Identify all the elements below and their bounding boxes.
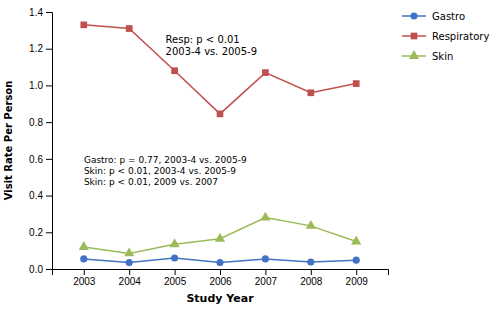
legend-label: Gastro xyxy=(432,11,465,22)
series-group xyxy=(79,21,362,266)
y-axis-tick: 1.0 xyxy=(29,80,52,91)
x-axis-tick-mark xyxy=(356,269,357,275)
series xyxy=(79,212,362,257)
y-axis-tick: 0.4 xyxy=(29,190,52,201)
x-axis-tick-label: 2005 xyxy=(164,276,187,287)
series xyxy=(80,254,360,266)
x-axis-tick-label: 2008 xyxy=(300,276,323,287)
y-axis-tick-mark xyxy=(46,122,52,123)
chart: 2003 2004 2005 2006 2007 2008 2009 0.0 0.2 0.4 0.6… xyxy=(0,0,500,309)
y-axis-tick-mark xyxy=(46,12,52,13)
series-line xyxy=(84,25,356,114)
y-axis-tick-label: 0.8 xyxy=(29,117,43,128)
x-axis-line xyxy=(53,270,389,276)
legend-item: Skin xyxy=(402,50,453,61)
y-axis-tick: 1.4 xyxy=(29,7,52,18)
marker xyxy=(307,89,314,96)
x-axis-tick-mark xyxy=(311,269,312,275)
legend-marker xyxy=(409,50,419,59)
legend-marker xyxy=(411,33,418,40)
x-axis-tick-label: 2007 xyxy=(255,276,278,287)
y-axis-tick: 1.2 xyxy=(29,43,52,54)
y-axis-tick-mark xyxy=(46,85,52,86)
x-axis: 2003 2004 2005 2006 2007 2008 2009 xyxy=(53,269,389,287)
series-line xyxy=(84,218,356,254)
marker xyxy=(216,259,223,266)
legend-item: Gastro xyxy=(402,11,465,22)
x-axis-tick-label: 2004 xyxy=(119,276,142,287)
marker xyxy=(260,212,270,221)
y-axis-tick-label: 1.0 xyxy=(29,80,43,91)
y-axis-tick: 0.6 xyxy=(29,154,52,165)
legend-marker xyxy=(410,12,417,19)
marker xyxy=(353,257,360,264)
y-axis-tick-mark xyxy=(46,232,52,233)
marker xyxy=(124,248,134,257)
y-axis-tick-label: 1.4 xyxy=(29,7,43,18)
marker xyxy=(353,80,360,87)
x-axis-tick: 2008 xyxy=(300,269,323,287)
x-axis-tick: 2007 xyxy=(255,269,278,287)
annotation: Resp: p < 0.012003-4 vs. 2005-9 xyxy=(166,34,258,57)
annotation: Gastro: p = 0.77, 2003-4 vs. 2005-9Skin:… xyxy=(84,155,247,187)
x-axis-tick-mark xyxy=(265,269,266,275)
marker xyxy=(307,258,314,265)
x-axis-title: Study Year xyxy=(186,292,254,305)
x-axis-tick: 2009 xyxy=(346,269,369,287)
marker xyxy=(80,255,87,262)
plot: 2003 2004 2005 2006 2007 2008 2009 0.0 0.2 0.4 0.6… xyxy=(3,7,489,305)
x-axis-tick-mark xyxy=(129,269,130,275)
y-axis-tick-label: 1.2 xyxy=(29,43,43,54)
annotation-line: Gastro: p = 0.77, 2003-4 vs. 2005-9 xyxy=(84,155,247,165)
legend-item: Respiratory xyxy=(402,31,489,42)
y-axis-tick-label: 0.6 xyxy=(29,154,43,165)
marker xyxy=(171,67,178,74)
annotation-line: 2003-4 vs. 2005-9 xyxy=(166,46,258,57)
x-axis-tick-label: 2009 xyxy=(346,276,369,287)
x-axis-tick: 2004 xyxy=(119,269,142,287)
marker xyxy=(262,255,269,262)
legend-label: Skin xyxy=(432,51,453,62)
marker xyxy=(79,241,89,250)
marker xyxy=(306,220,316,229)
annotation-line: Resp: p < 0.01 xyxy=(166,34,240,45)
x-axis-tick-label: 2003 xyxy=(73,276,96,287)
y-axis-tick-mark xyxy=(46,159,52,160)
legend: Gastro Respiratory Skin xyxy=(402,11,489,62)
y-axis-tick-mark xyxy=(46,269,52,270)
y-axis-tick-mark xyxy=(46,196,52,197)
x-axis-tick: 2003 xyxy=(73,269,96,287)
marker xyxy=(215,233,225,242)
y-axis-line xyxy=(46,13,53,270)
x-axis-tick-label: 2006 xyxy=(209,276,232,287)
x-axis-tick-mark xyxy=(175,269,176,275)
x-axis-tick-mark xyxy=(220,269,221,275)
marker xyxy=(262,69,269,76)
series xyxy=(80,21,359,117)
marker xyxy=(126,259,133,266)
x-axis-tick: 2006 xyxy=(209,269,232,287)
y-axis: 0.0 0.2 0.4 0.6 0.8 1.0 1.2 1.4 xyxy=(29,7,52,275)
y-axis-tick-label: 0.2 xyxy=(29,227,43,238)
annotation-line: Skin: p < 0.01, 2003-4 vs. 2005-9 xyxy=(84,166,236,176)
marker xyxy=(169,238,179,247)
legend-label: Respiratory xyxy=(432,31,489,42)
marker xyxy=(217,111,224,118)
y-axis-tick: 0.0 xyxy=(29,264,52,275)
x-axis-tick-mark xyxy=(84,269,85,275)
y-axis-tick: 0.8 xyxy=(29,117,52,128)
x-axis-tick: 2005 xyxy=(164,269,187,287)
y-axis-title: Visit Rate Per Person xyxy=(3,81,14,201)
marker xyxy=(171,254,178,261)
y-axis-tick: 0.2 xyxy=(29,227,52,238)
marker xyxy=(126,25,133,32)
annotation-line: Skin: p < 0.01, 2009 vs. 2007 xyxy=(84,177,218,187)
y-axis-tick-label: 0.4 xyxy=(29,190,43,201)
y-axis-tick-mark xyxy=(46,49,52,50)
marker xyxy=(351,236,361,245)
y-axis-tick-label: 0.0 xyxy=(29,264,43,275)
marker xyxy=(80,21,87,28)
